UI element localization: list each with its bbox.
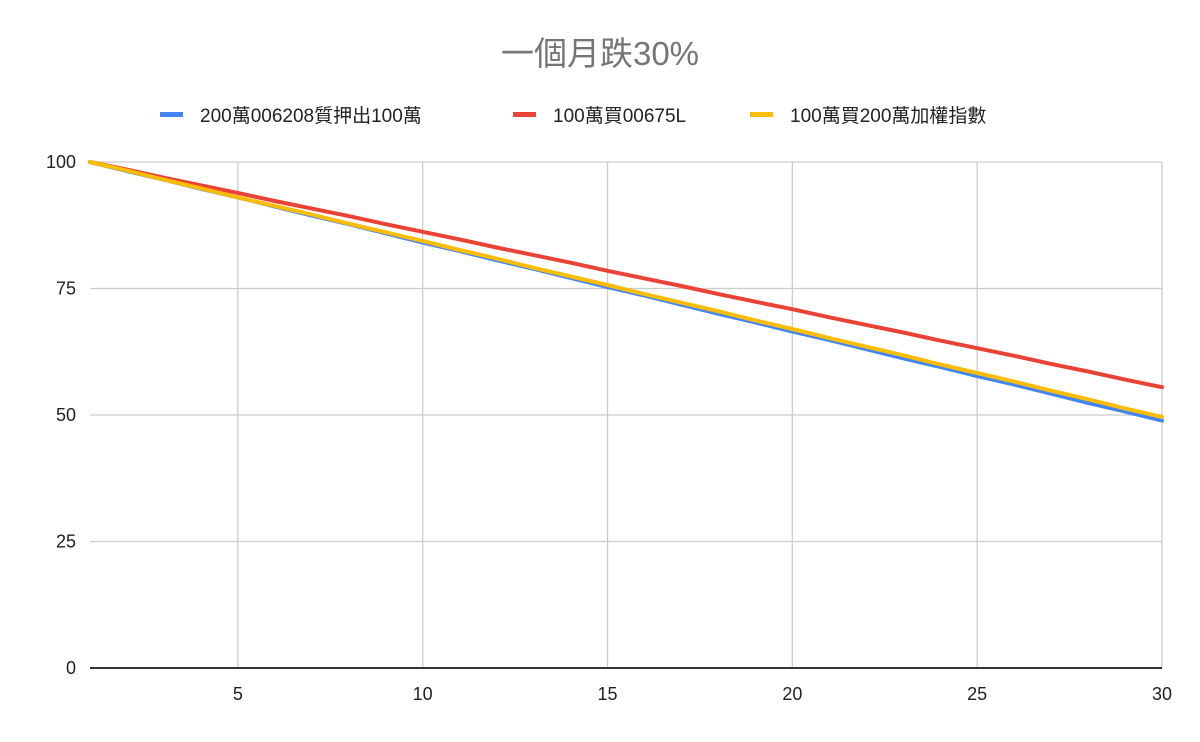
series-line-1[interactable] (88, 160, 1164, 390)
y-tick-label: 25 (56, 532, 76, 552)
chart-title: 一個月跌30% (500, 35, 700, 72)
x-tick-label: 25 (967, 684, 987, 704)
y-tick-label: 0 (66, 658, 76, 678)
series-line-2[interactable] (88, 160, 1164, 419)
legend-item-00675l[interactable]: 100萬買00675L (513, 100, 686, 128)
x-tick-label: 10 (413, 684, 433, 704)
x-tick-label: 30 (1152, 684, 1172, 704)
y-tick-label: 75 (56, 279, 76, 299)
chart-legend: 200萬006208質押出100萬 100萬買00675L 100萬買200萬加… (0, 100, 1200, 128)
legend-item-index[interactable]: 100萬買200萬加權指數 (750, 100, 986, 128)
legend-label: 100萬買00675L (553, 105, 687, 127)
x-tick-label: 15 (598, 684, 618, 704)
y-tick-label: 100 (46, 152, 76, 172)
legend-swatch-yellow (750, 111, 773, 117)
legend-swatch-blue (160, 111, 183, 117)
x-tick-label: 20 (782, 684, 802, 704)
y-tick-label: 50 (56, 405, 76, 425)
legend-swatch-red (513, 111, 536, 117)
legend-label: 100萬買200萬加權指數 (790, 105, 987, 127)
x-tick-label: 5 (233, 684, 243, 704)
legend-item-pledge[interactable]: 200萬006208質押出100萬 (160, 100, 422, 128)
legend-label: 200萬006208質押出100萬 (200, 105, 422, 127)
